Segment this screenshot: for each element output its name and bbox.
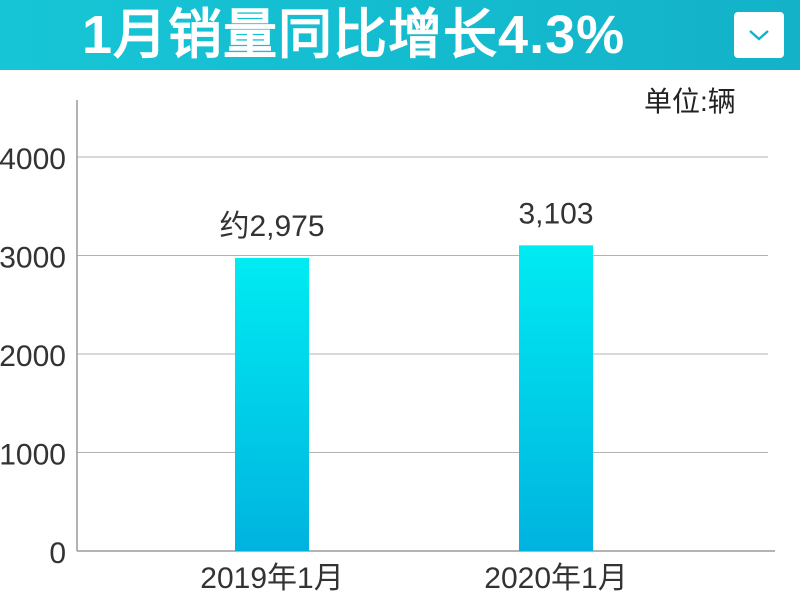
dropdown-button[interactable] [734,12,784,58]
data-label: 3,103 [518,197,593,230]
x-tick-label: 2020年1月 [484,562,627,595]
page-title: 1月销量同比增长4.3% [82,5,626,65]
bar [519,245,593,552]
y-tick-label: 4000 [0,143,66,176]
chevron-down-icon [749,30,769,41]
y-tick-label: 1000 [0,439,66,472]
y-tick-label: 2000 [0,340,66,373]
y-tick-label: 3000 [0,242,66,275]
bar [235,257,309,551]
x-tick-label: 2019年1月 [200,562,343,595]
unit-label: 单位:辆 [644,86,736,117]
y-tick-label: 0 [49,537,66,570]
data-label: 约2,975 [219,210,324,243]
header-banner: 1月销量同比增长4.3% [0,0,800,70]
